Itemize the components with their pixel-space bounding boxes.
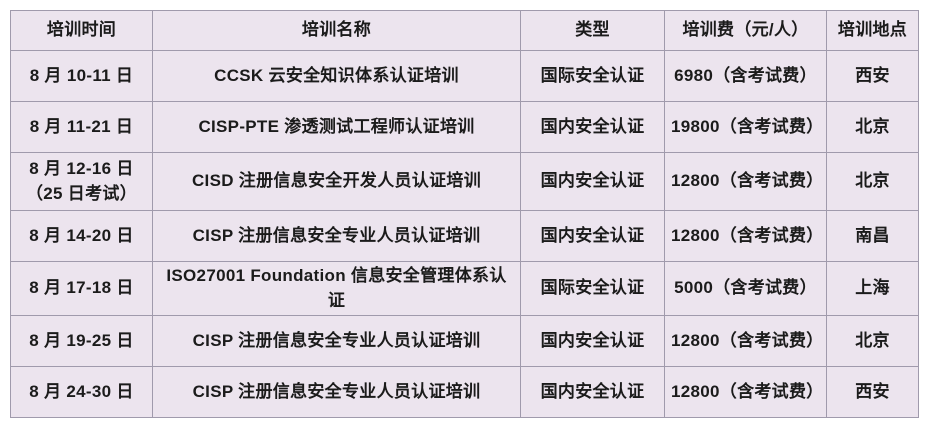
cell-location: 西安 (826, 50, 919, 102)
cell-course-name: CISP-PTE 渗透测试工程师认证培训 (152, 101, 521, 153)
training-schedule-table: 培训时间 培训名称 类型 培训费（元/人） 培训地点 8 月 10-11 日 C… (10, 10, 919, 419)
cell-course-name: ISO27001 Foundation 信息安全管理体系认证 (152, 260, 521, 317)
cell-time: 8 月 12-16 日 （25 日考试） (10, 152, 153, 211)
table-row: 8 月 19-25 日 CISP 注册信息安全专业人员认证培训 国内安全认证 1… (10, 315, 919, 368)
cell-location: 北京 (826, 315, 919, 368)
cell-fee: 12800（含考试费） (664, 152, 827, 211)
cell-fee: 5000（含考试费） (664, 260, 827, 317)
cell-location: 上海 (826, 260, 919, 317)
table-row: 8 月 12-16 日 （25 日考试） CISD 注册信息安全开发人员认证培训… (10, 152, 919, 211)
table-row: 8 月 24-30 日 CISP 注册信息安全专业人员认证培训 国内安全认证 1… (10, 366, 919, 419)
cell-type: 国内安全认证 (520, 101, 665, 153)
table-row: 8 月 17-18 日 ISO27001 Foundation 信息安全管理体系… (10, 260, 919, 317)
cell-time: 8 月 24-30 日 (10, 366, 153, 419)
table-row: 8 月 14-20 日 CISP 注册信息安全专业人员认证培训 国内安全认证 1… (10, 210, 919, 262)
column-header-time: 培训时间 (10, 10, 153, 51)
table-row: 8 月 10-11 日 CCSK 云安全知识体系认证培训 国际安全认证 6980… (10, 50, 919, 102)
header-row: 培训时间 培训名称 类型 培训费（元/人） 培训地点 (10, 10, 919, 51)
cell-location: 北京 (826, 101, 919, 153)
cell-time: 8 月 11-21 日 (10, 101, 153, 153)
cell-fee: 12800（含考试费） (664, 315, 827, 368)
cell-fee: 12800（含考试费） (664, 210, 827, 262)
column-header-name: 培训名称 (152, 10, 521, 51)
cell-type: 国内安全认证 (520, 315, 665, 368)
cell-type: 国际安全认证 (520, 50, 665, 102)
cell-type: 国际安全认证 (520, 260, 665, 317)
cell-time: 8 月 14-20 日 (10, 210, 153, 262)
cell-time: 8 月 19-25 日 (10, 315, 153, 368)
cell-fee: 12800（含考试费） (664, 366, 827, 419)
cell-fee: 6980（含考试费） (664, 50, 827, 102)
column-header-type: 类型 (520, 10, 665, 51)
cell-location: 北京 (826, 152, 919, 211)
cell-time: 8 月 17-18 日 (10, 260, 153, 317)
cell-location: 西安 (826, 366, 919, 419)
table-row: 8 月 11-21 日 CISP-PTE 渗透测试工程师认证培训 国内安全认证 … (10, 101, 919, 153)
cell-type: 国内安全认证 (520, 152, 665, 211)
column-header-fee: 培训费（元/人） (664, 10, 827, 51)
cell-location: 南昌 (826, 210, 919, 262)
cell-fee: 19800（含考试费） (664, 101, 827, 153)
cell-type: 国内安全认证 (520, 366, 665, 419)
cell-course-name: CISP 注册信息安全专业人员认证培训 (152, 366, 521, 419)
cell-type: 国内安全认证 (520, 210, 665, 262)
cell-course-name: CISD 注册信息安全开发人员认证培训 (152, 152, 521, 211)
column-header-location: 培训地点 (826, 10, 919, 51)
cell-course-name: CISP 注册信息安全专业人员认证培训 (152, 315, 521, 368)
cell-course-name: CCSK 云安全知识体系认证培训 (152, 50, 521, 102)
cell-time: 8 月 10-11 日 (10, 50, 153, 102)
cell-course-name: CISP 注册信息安全专业人员认证培训 (152, 210, 521, 262)
